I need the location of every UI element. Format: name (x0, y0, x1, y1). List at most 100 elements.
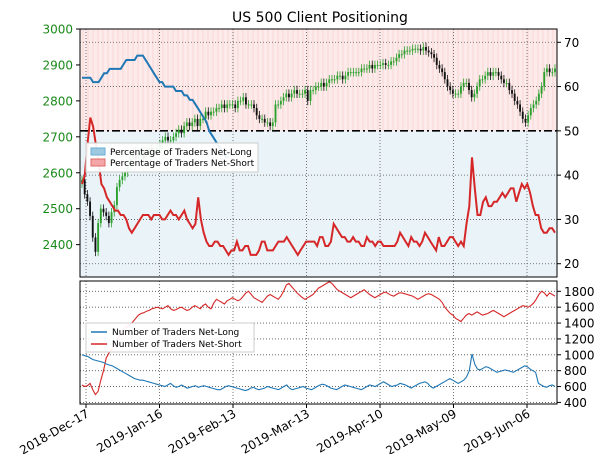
price-candle (239, 100, 242, 102)
price-candle (253, 104, 255, 109)
top-panel: 2400 2500 2600 2700 2800 2900 3000 20 30 40 50 60 7… (42, 23, 579, 278)
price-candle (196, 118, 199, 127)
chart-title: US 500 Client Positioning (232, 10, 408, 26)
price-candle (540, 86, 543, 94)
count-tick-label: 600 (564, 380, 587, 394)
price-candle (296, 90, 298, 94)
price-candle (468, 82, 470, 91)
price-candle (443, 72, 446, 80)
price-candle (290, 93, 293, 98)
price-tick-label: 2600 (42, 166, 73, 180)
bottom-panel-frame (79, 280, 558, 405)
price-candle (481, 79, 484, 81)
price-candle (183, 126, 186, 134)
price-candle (287, 93, 290, 98)
price-candle (438, 64, 441, 69)
price-candle (470, 90, 473, 98)
price-candle (408, 50, 411, 52)
date-label: 2019-Feb-13 (166, 406, 239, 454)
price-candle (271, 122, 274, 127)
price-candle (427, 50, 430, 53)
price-candle (99, 208, 102, 224)
price-candle (204, 111, 207, 119)
price-candle (422, 46, 425, 51)
price-candle (535, 100, 538, 105)
price-candle (97, 223, 100, 252)
price-candle (175, 133, 178, 137)
price-candle (164, 136, 167, 141)
legend-swatch-net-long-pct (90, 147, 106, 156)
price-candle (451, 90, 454, 94)
price-candle (285, 93, 288, 98)
price-candle (250, 104, 253, 106)
price-tick-label: 2500 (42, 202, 73, 216)
price-tick-label: 2400 (42, 238, 73, 252)
count-tick-label: 1000 (564, 348, 595, 362)
price-candle (234, 104, 237, 109)
price-candle (328, 79, 331, 83)
price-candle (500, 75, 503, 80)
price-candle (121, 176, 124, 180)
price-candle (201, 118, 204, 120)
price-candle (403, 50, 406, 55)
net-short-percent-line (81, 117, 556, 257)
price-candle (486, 72, 489, 76)
date-axis-labels: 2018-Dec-17 2019-Jan-16 2019-Feb-13 2019-Ma… (17, 404, 533, 454)
price-candle (309, 90, 312, 101)
price-candle (355, 72, 358, 74)
price-candle (508, 82, 511, 91)
price-candle (339, 75, 341, 77)
price-candle (433, 54, 436, 58)
price-candle (527, 115, 530, 123)
percent-tick-label: 60 (564, 80, 579, 94)
percent-tick-label: 50 (564, 124, 579, 138)
price-candle (497, 72, 500, 76)
price-candle (91, 215, 94, 238)
price-candle (83, 179, 86, 195)
price-candle (212, 111, 215, 113)
net-short-count-line (81, 281, 556, 396)
price-candle (365, 68, 368, 70)
price-candle (382, 63, 384, 65)
price-candle (414, 48, 417, 50)
price-candle (247, 104, 250, 106)
price-candle (400, 54, 403, 56)
legend-swatch-net-short-pct (90, 158, 106, 167)
price-candle (228, 104, 231, 106)
price-candle (449, 86, 452, 91)
price-candle (94, 237, 97, 252)
price-candle (312, 90, 315, 92)
price-axis-ticks: 2400 2500 2600 2700 2800 2900 3000 (42, 23, 80, 252)
price-candle (341, 75, 344, 80)
price-candle (390, 61, 393, 65)
price-tick-label: 2800 (42, 94, 73, 108)
price-candle (360, 68, 363, 73)
price-candle (537, 93, 540, 101)
legend-label-net-short-pct: Percentage of Traders Net-Short (110, 159, 255, 169)
date-label: 2019-Jun-06 (462, 406, 533, 454)
bottom-legend-box (85, 322, 255, 353)
price-candle (115, 187, 118, 206)
top-panel-frame (79, 28, 558, 278)
price-candle (373, 64, 376, 69)
price-candle (172, 136, 175, 141)
price-tick-label: 2700 (42, 130, 73, 144)
price-candle (398, 54, 401, 58)
price-candle (513, 93, 516, 101)
count-tick-label: 1400 (564, 317, 595, 331)
legend-label-net-long-pct: Percentage of Traders Net-Long (110, 148, 252, 158)
price-candle (529, 108, 532, 116)
price-candle (304, 90, 307, 94)
price-candle (261, 118, 264, 120)
price-candle (344, 75, 347, 80)
price-candle (459, 86, 462, 94)
price-candle (465, 82, 468, 84)
price-candle (476, 86, 479, 94)
price-candle (454, 93, 457, 95)
price-candle (269, 122, 272, 127)
price-candle (392, 61, 395, 63)
top-legend: Percentage of Traders Net-Long Percentag… (85, 142, 259, 173)
price-candle (492, 72, 495, 76)
date-label: 2018-Dec-17 (17, 406, 91, 454)
